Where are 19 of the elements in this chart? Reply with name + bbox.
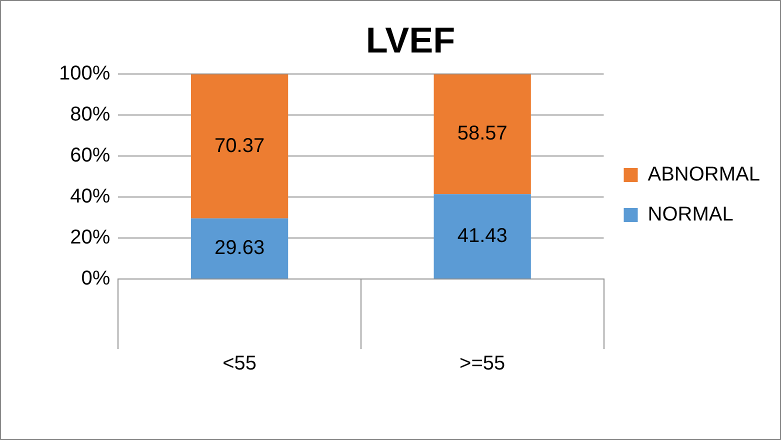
y-tick-label: 60% xyxy=(70,144,110,167)
legend-label: NORMAL xyxy=(648,204,734,226)
data-label: 58.57 xyxy=(457,122,508,145)
y-tick-label: 40% xyxy=(70,186,110,208)
x-tick-label: <55 xyxy=(222,352,257,375)
bar xyxy=(190,74,288,218)
y-tick-label: 80% xyxy=(70,104,110,126)
bar xyxy=(190,218,288,278)
data-label: 41.43 xyxy=(457,224,508,247)
y-tick-label: 20% xyxy=(70,226,110,249)
y-tick-label: 100% xyxy=(58,62,110,85)
y-tick-label: 0% xyxy=(81,268,110,290)
data-label: 70.37 xyxy=(214,134,265,157)
legend-label: ABNORMAL xyxy=(648,164,760,186)
chart-title: LVEF xyxy=(366,20,456,61)
bar xyxy=(434,194,531,278)
x-tick-label: >=55 xyxy=(460,352,506,375)
bar xyxy=(434,74,531,194)
data-label: 29.63 xyxy=(214,236,265,259)
